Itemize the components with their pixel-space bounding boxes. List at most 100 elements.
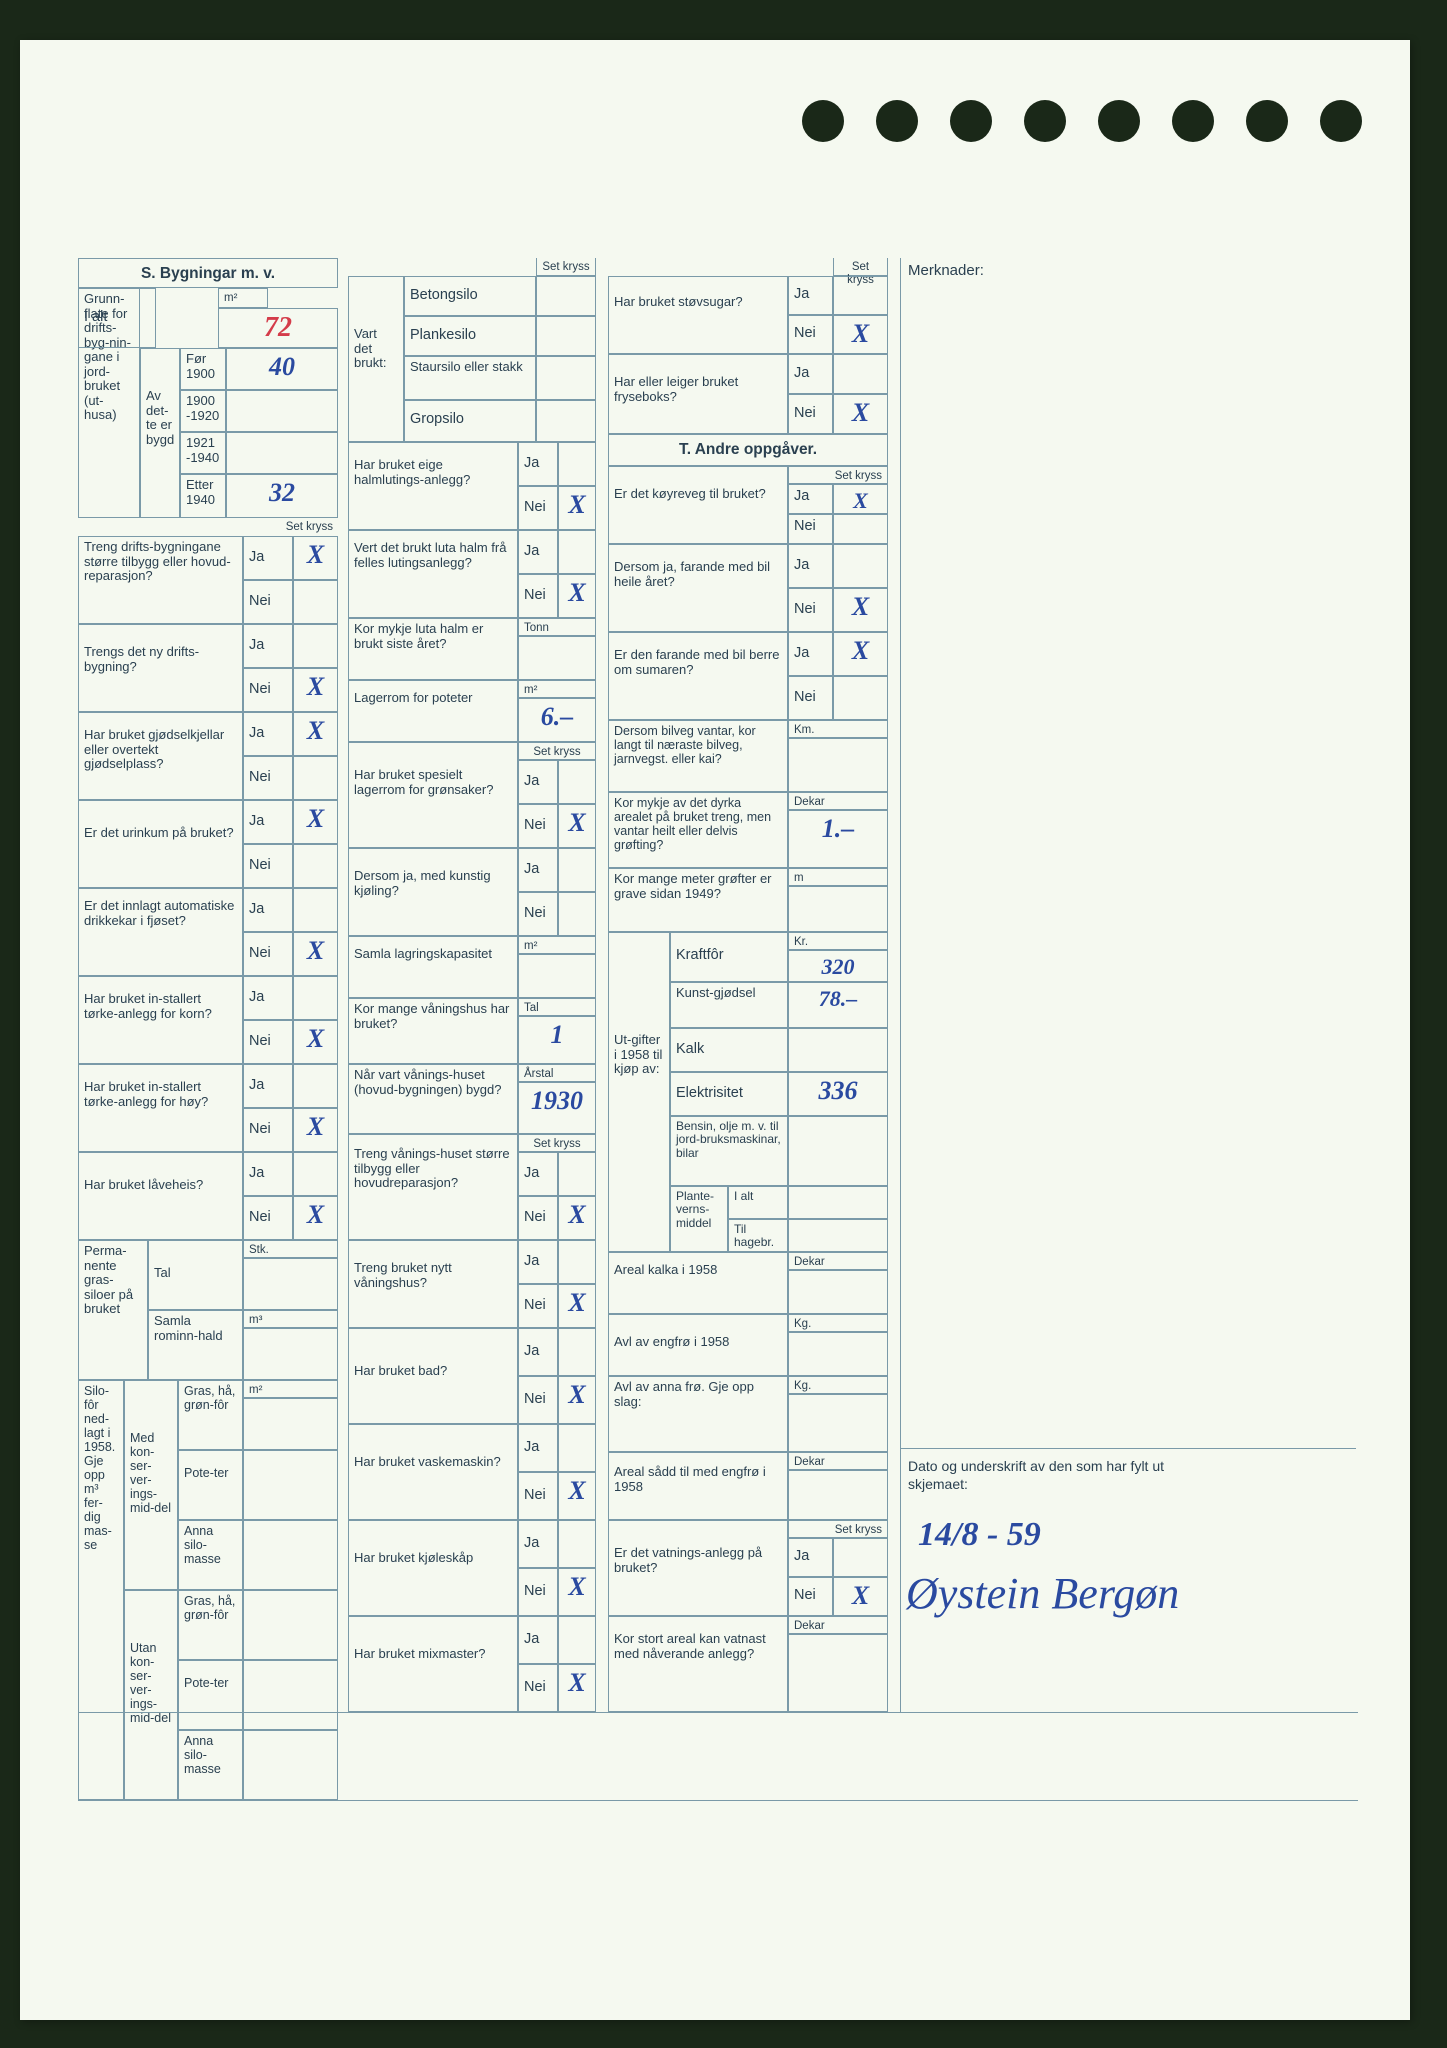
luta-nei-x[interactable]: X [558, 574, 596, 618]
poteter2-value[interactable] [243, 1660, 338, 1730]
vatnast-value[interactable] [788, 1634, 888, 1712]
laveheis-nei: Nei [243, 1196, 293, 1240]
vaske-ja-x[interactable] [558, 1424, 596, 1472]
kraftfor-value[interactable]: 320 [788, 950, 888, 982]
poteter1-value[interactable] [243, 1450, 338, 1520]
torkekorn-ja-x[interactable] [293, 976, 338, 1020]
gropsilo-x[interactable] [536, 400, 596, 442]
plankesilo-x[interactable] [536, 316, 596, 356]
fryse-ja-x[interactable] [833, 354, 888, 394]
nyttv-ja-x[interactable] [558, 1240, 596, 1284]
gras2-value[interactable] [243, 1590, 338, 1660]
urinkum-nei-x[interactable] [293, 844, 338, 888]
nyttv-ja: Ja [518, 1240, 558, 1284]
tal-value[interactable] [243, 1258, 338, 1310]
urinkum-ja-x[interactable]: X [293, 800, 338, 844]
gronsak-nei-x[interactable]: X [558, 804, 596, 848]
mix-ja-x[interactable] [558, 1616, 596, 1664]
bensin-value[interactable] [788, 1116, 888, 1186]
stov-ja-x[interactable] [833, 276, 888, 315]
etter1940-value[interactable]: 32 [226, 474, 338, 518]
for1900-value[interactable]: 40 [226, 348, 338, 390]
grofting-value[interactable]: 1.– [788, 810, 888, 868]
nydrift-ja-x[interactable] [293, 624, 338, 668]
kjole-nei-x[interactable]: X [558, 1568, 596, 1616]
kjole-ja-x[interactable] [558, 1520, 596, 1568]
torkehoy-ja-x[interactable] [293, 1064, 338, 1108]
drikkekar-nei-x[interactable]: X [293, 932, 338, 976]
nyttv-nei-x[interactable]: X [558, 1284, 596, 1328]
fryse-nei-x[interactable]: X [833, 394, 888, 434]
gronsak-ja-x[interactable] [558, 760, 596, 804]
kalk-value[interactable] [788, 1028, 888, 1072]
vaske-nei-x[interactable]: X [558, 1472, 596, 1520]
nydrift-nei-x[interactable]: X [293, 668, 338, 712]
anna1-value[interactable] [243, 1520, 338, 1590]
vatn-ja-x[interactable] [833, 1538, 888, 1577]
laveheis-ja-x[interactable] [293, 1152, 338, 1196]
vatn-nei-x[interactable]: X [833, 1577, 888, 1616]
fars-ja-x[interactable]: X [833, 632, 888, 676]
kunstgjodsel-value[interactable]: 78.– [788, 982, 888, 1028]
y1921-value[interactable] [226, 432, 338, 474]
lagerrom-value[interactable]: 6.– [518, 698, 596, 742]
plante-ialt-value[interactable] [788, 1186, 888, 1219]
torkehoy-nei-x[interactable]: X [293, 1108, 338, 1152]
drikkekar-ja-x[interactable] [293, 888, 338, 932]
tilbygg-nei-x[interactable] [293, 580, 338, 624]
grofter-value[interactable] [788, 886, 888, 932]
samlarom-value[interactable] [243, 1328, 338, 1380]
vaningshus-value[interactable]: 1 [518, 1016, 596, 1064]
mix-nei: Nei [518, 1664, 558, 1712]
signature[interactable]: Øystein Bergøn [906, 1568, 1179, 1619]
punch-holes [802, 100, 1362, 142]
dato-value[interactable]: 14/8 - 59 [918, 1516, 1041, 1554]
q-grofter1949: Kor mange meter grøfter er grave sidan 1… [608, 868, 788, 932]
elek-value[interactable]: 336 [788, 1072, 888, 1116]
torkekorn-nei-x[interactable]: X [293, 1020, 338, 1064]
fars-nei-x[interactable] [833, 676, 888, 720]
avlanna-value[interactable] [788, 1394, 888, 1452]
trengv-nei-x[interactable]: X [558, 1196, 596, 1240]
luta-ja-x[interactable] [558, 530, 596, 574]
y1900-value[interactable] [226, 390, 338, 432]
q-grofting: Kor mykje av det dyrka arealet på bruket… [608, 792, 788, 868]
avdette-label: Av det-te er bygd [140, 348, 180, 518]
arealsadd-value[interactable] [788, 1470, 888, 1520]
avleng-value[interactable] [788, 1332, 888, 1376]
mix-nei-x[interactable]: X [558, 1664, 596, 1712]
halm-ja-x[interactable] [558, 442, 596, 486]
gjodsel-ja-x[interactable]: X [293, 712, 338, 756]
gjodsel-nei-x[interactable] [293, 756, 338, 800]
q-nyttvaning: Treng bruket nytt våningshus? [348, 1240, 518, 1328]
trengv-ja-x[interactable] [558, 1152, 596, 1196]
bad-ja-x[interactable] [558, 1328, 596, 1376]
km-value[interactable] [788, 738, 888, 792]
stov-nei: Nei [788, 315, 833, 354]
kjoling-ja-x[interactable] [558, 848, 596, 892]
kjoling-nei-x[interactable] [558, 892, 596, 936]
arealkalka-value[interactable] [788, 1270, 888, 1314]
kalk: Kalk [670, 1028, 788, 1072]
staursilo-x[interactable] [536, 356, 596, 400]
tilbygg-ja-x[interactable]: X [293, 536, 338, 580]
stov-nei-x[interactable]: X [833, 315, 888, 354]
samlalag-value[interactable] [518, 954, 596, 998]
halm-nei-x[interactable]: X [558, 486, 596, 530]
laveheis-nei-x[interactable]: X [293, 1196, 338, 1240]
dekar-label4: Dekar [788, 1616, 888, 1634]
tilhage-value[interactable] [788, 1219, 888, 1252]
anna2-value[interactable] [243, 1730, 338, 1800]
betongsilo-x[interactable] [536, 276, 596, 316]
gras1-value[interactable] [243, 1398, 338, 1450]
farh-ja-x[interactable] [833, 544, 888, 588]
ialt-value[interactable]: 72 [218, 308, 338, 348]
q-gjodsel: Har bruket gjødselkjellar eller overtekt… [78, 712, 243, 800]
koyr-ja-x[interactable]: X [833, 484, 888, 514]
narbygd-value[interactable]: 1930 [518, 1082, 596, 1134]
koyr-nei-x[interactable] [833, 514, 888, 544]
tonn-value[interactable] [518, 636, 596, 680]
merknader-label: Merknader: [908, 262, 984, 279]
bad-nei-x[interactable]: X [558, 1376, 596, 1424]
farh-nei-x[interactable]: X [833, 588, 888, 632]
